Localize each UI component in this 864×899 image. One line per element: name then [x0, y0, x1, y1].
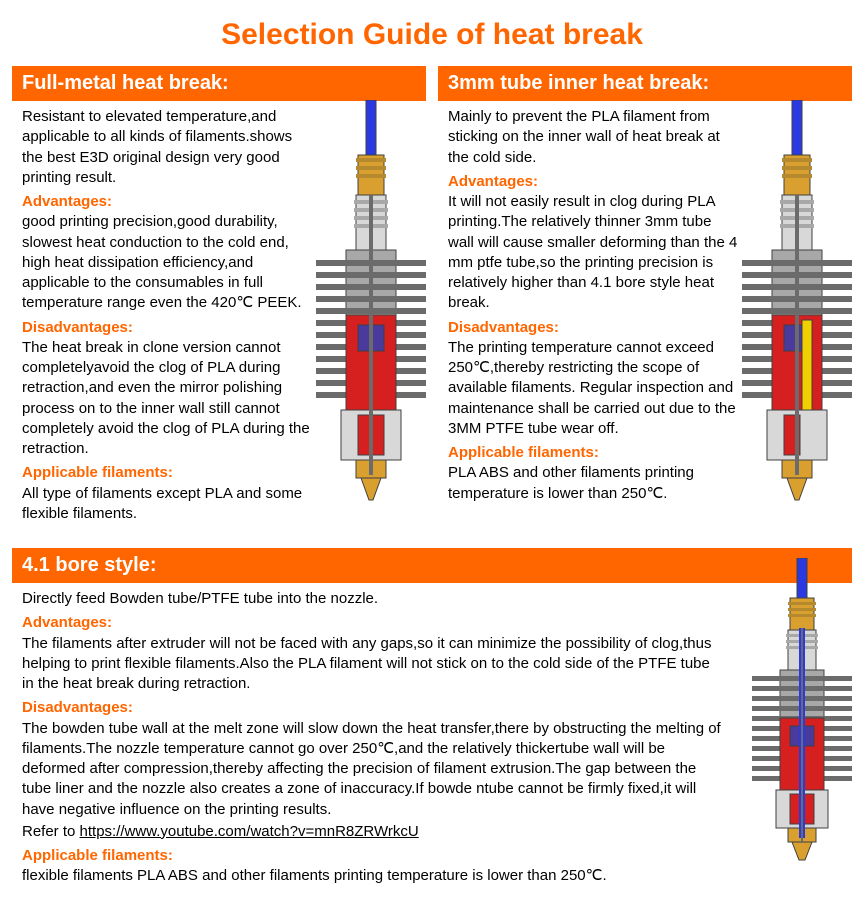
advantages-text: The filaments after extruder will not be… [22, 634, 722, 695]
applicable-text: All type of filaments except PLA and som… [22, 484, 312, 525]
card-4-1-bore: 4.1 bore style: [12, 548, 852, 899]
advantages-label: Advantages: [22, 192, 312, 212]
refer-prefix: Refer to [22, 823, 80, 840]
intro-text: Resistant to elevated temperature,and ap… [22, 107, 312, 188]
advantages-text: It will not easily result in clog during… [448, 192, 738, 314]
card-body: Directly feed Bowden tube/PTFE tube into… [12, 583, 732, 899]
intro-text: Mainly to prevent the PLA filament from … [448, 107, 738, 168]
applicable-label: Applicable filaments: [22, 463, 312, 483]
advantages-label: Advantages: [448, 172, 738, 192]
youtube-link[interactable]: https://www.youtube.com/watch?v=mnR8ZRWr… [80, 823, 419, 840]
applicable-text: PLA ABS and other filaments printing tem… [448, 463, 738, 504]
refer-text: Refer to https://www.youtube.com/watch?v… [22, 822, 722, 842]
advantages-label: Advantages: [22, 613, 722, 633]
hotend-diagram-3mm [742, 100, 852, 530]
applicable-label: Applicable filaments: [22, 846, 722, 866]
card-header: 4.1 bore style: [12, 548, 852, 583]
hotend-diagram-4-1-bore [752, 558, 852, 878]
card-3mm-tube: 3mm tube inner heat break: [438, 66, 852, 536]
card-full-metal: Full-metal heat break: [12, 66, 426, 536]
card-header: 3mm tube inner heat break: [438, 66, 852, 101]
hotend-diagram-full-metal [316, 100, 426, 530]
intro-text: Directly feed Bowden tube/PTFE tube into… [22, 589, 722, 609]
disadvantages-label: Disadvantages: [448, 318, 738, 338]
applicable-text: flexible filaments PLA ABS and other fil… [22, 866, 722, 886]
card-body: Resistant to elevated temperature,and ap… [12, 101, 322, 536]
disadvantages-text: The bowden tube wall at the melt zone wi… [22, 719, 722, 820]
main-title: Selection Guide of heat break [0, 0, 864, 66]
top-row: Full-metal heat break: [0, 66, 864, 536]
disadvantages-label: Disadvantages: [22, 698, 722, 718]
disadvantages-label: Disadvantages: [22, 318, 312, 338]
disadvantages-text: The heat break in clone version cannot c… [22, 338, 312, 460]
card-header: Full-metal heat break: [12, 66, 426, 101]
applicable-label: Applicable filaments: [448, 443, 738, 463]
card-body: Mainly to prevent the PLA filament from … [438, 101, 748, 516]
disadvantages-text: The printing temperature cannot exceed 2… [448, 338, 738, 439]
advantages-text: good printing precision,good durability,… [22, 212, 312, 313]
